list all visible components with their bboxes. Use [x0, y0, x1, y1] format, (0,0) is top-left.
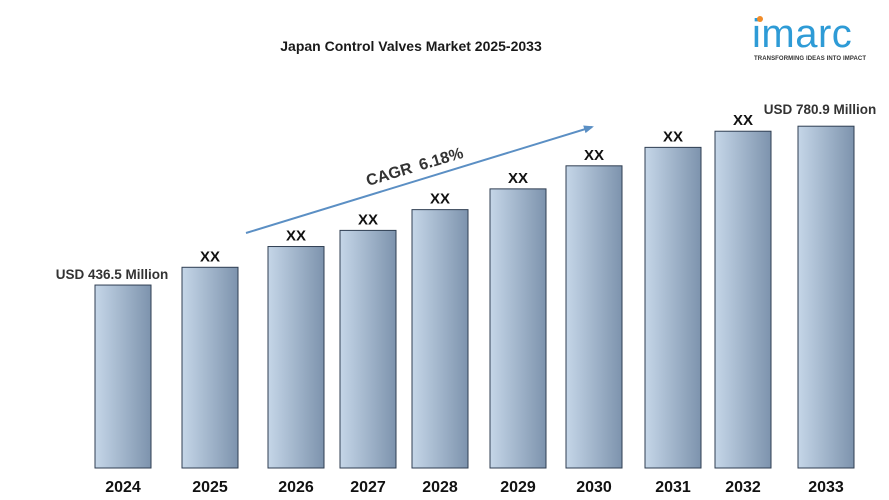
x-tick-2032: 2032: [725, 479, 761, 496]
bar-2029: [489, 188, 547, 469]
logo-tagline: TRANSFORMING IDEAS INTO IMPACT: [754, 56, 867, 62]
data-labels-group: USD 436.5 Million XX XX XX XX XX XX XX XX USD 780…: [56, 102, 877, 282]
x-axis-ticks-group: 2024 2025 2026 2027 2028 2029 2030 2031 2032 2033: [105, 479, 844, 496]
cagr-label: CAGR: [364, 160, 414, 190]
logo-wordmark: imarc: [752, 12, 853, 56]
cagr-arrow: [245, 125, 594, 234]
x-tick-2028: 2028: [422, 479, 458, 496]
bar-2030: [565, 165, 623, 469]
x-tick-2026: 2026: [278, 479, 314, 496]
bar-2033: [797, 125, 855, 469]
data-label-2026: XX: [286, 228, 306, 245]
bar-2025: [181, 266, 239, 469]
chart-title: Japan Control Valves Market 2025-2033: [280, 38, 542, 54]
data-label-2024: USD 436.5 Million: [56, 267, 169, 282]
x-tick-2029: 2029: [500, 479, 536, 496]
data-label-2027: XX: [358, 211, 378, 228]
x-tick-2031: 2031: [655, 479, 691, 496]
cagr-value: 6.18%: [417, 145, 465, 174]
data-label-2029: XX: [508, 170, 528, 187]
bars-group: [94, 125, 855, 469]
x-tick-2033: 2033: [808, 479, 844, 496]
x-tick-2030: 2030: [576, 479, 612, 496]
bar-2032: [714, 130, 772, 469]
logo-dot-icon: [757, 16, 763, 22]
data-label-2030: XX: [584, 147, 604, 164]
data-label-2032: XX: [733, 112, 753, 129]
data-label-2033: USD 780.9 Million: [764, 102, 877, 117]
x-tick-2024: 2024: [105, 479, 141, 496]
bar-2031: [644, 146, 702, 469]
bar-2028: [411, 209, 469, 469]
x-tick-2027: 2027: [350, 479, 386, 496]
data-label-2025: XX: [200, 248, 220, 265]
bar-2024: [94, 284, 152, 469]
data-label-2028: XX: [430, 191, 450, 208]
data-label-2031: XX: [663, 128, 683, 145]
bar-2026: [267, 246, 325, 469]
x-tick-2025: 2025: [192, 479, 228, 496]
bar-2027: [339, 229, 397, 469]
imarc-logo: imarc TRANSFORMING IDEAS INTO IMPACT: [752, 12, 880, 68]
